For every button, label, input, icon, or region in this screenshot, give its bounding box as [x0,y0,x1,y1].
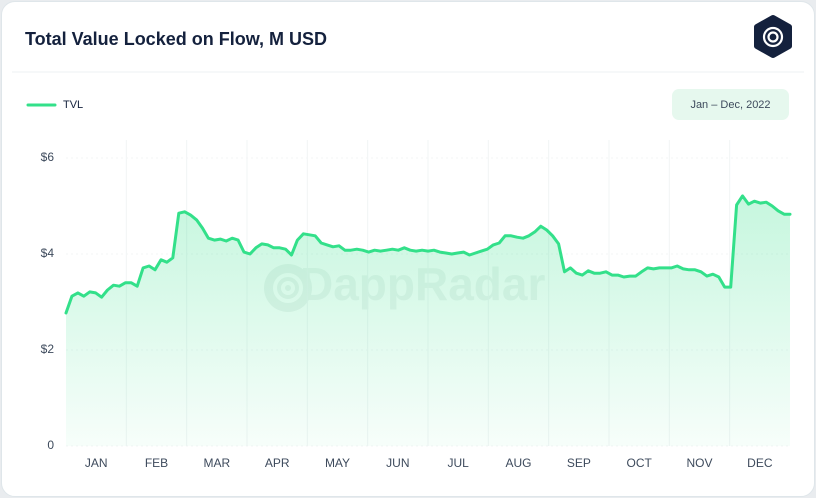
x-tick-label: JUN [386,456,409,470]
x-tick-label: FEB [145,456,168,470]
chart-title: Total Value Locked on Flow, M USD [25,29,327,49]
x-tick-label: AUG [505,456,531,470]
x-tick-label: DEC [747,456,773,470]
y-tick-label: $4 [41,246,55,260]
y-tick-label: $2 [41,342,55,356]
date-range[interactable]: Jan – Dec, 2022 [690,99,770,111]
x-tick-label: SEP [567,456,591,470]
area [66,195,790,446]
x-tick-label: OCT [626,456,652,470]
x-tick-label: NOV [686,456,712,470]
y-tick-label: 0 [47,438,54,452]
x-tick-label: APR [265,456,290,470]
x-tick-label: JAN [85,456,108,470]
logo [754,15,792,58]
y-tick-label: $6 [41,150,55,164]
x-tick-label: MAR [203,456,230,470]
legend-label: TVL [63,99,83,111]
x-tick-label: JUL [447,456,469,470]
date-range-badge[interactable] [672,89,789,120]
line [64,194,792,315]
x-tick-label: MAY [325,456,350,470]
